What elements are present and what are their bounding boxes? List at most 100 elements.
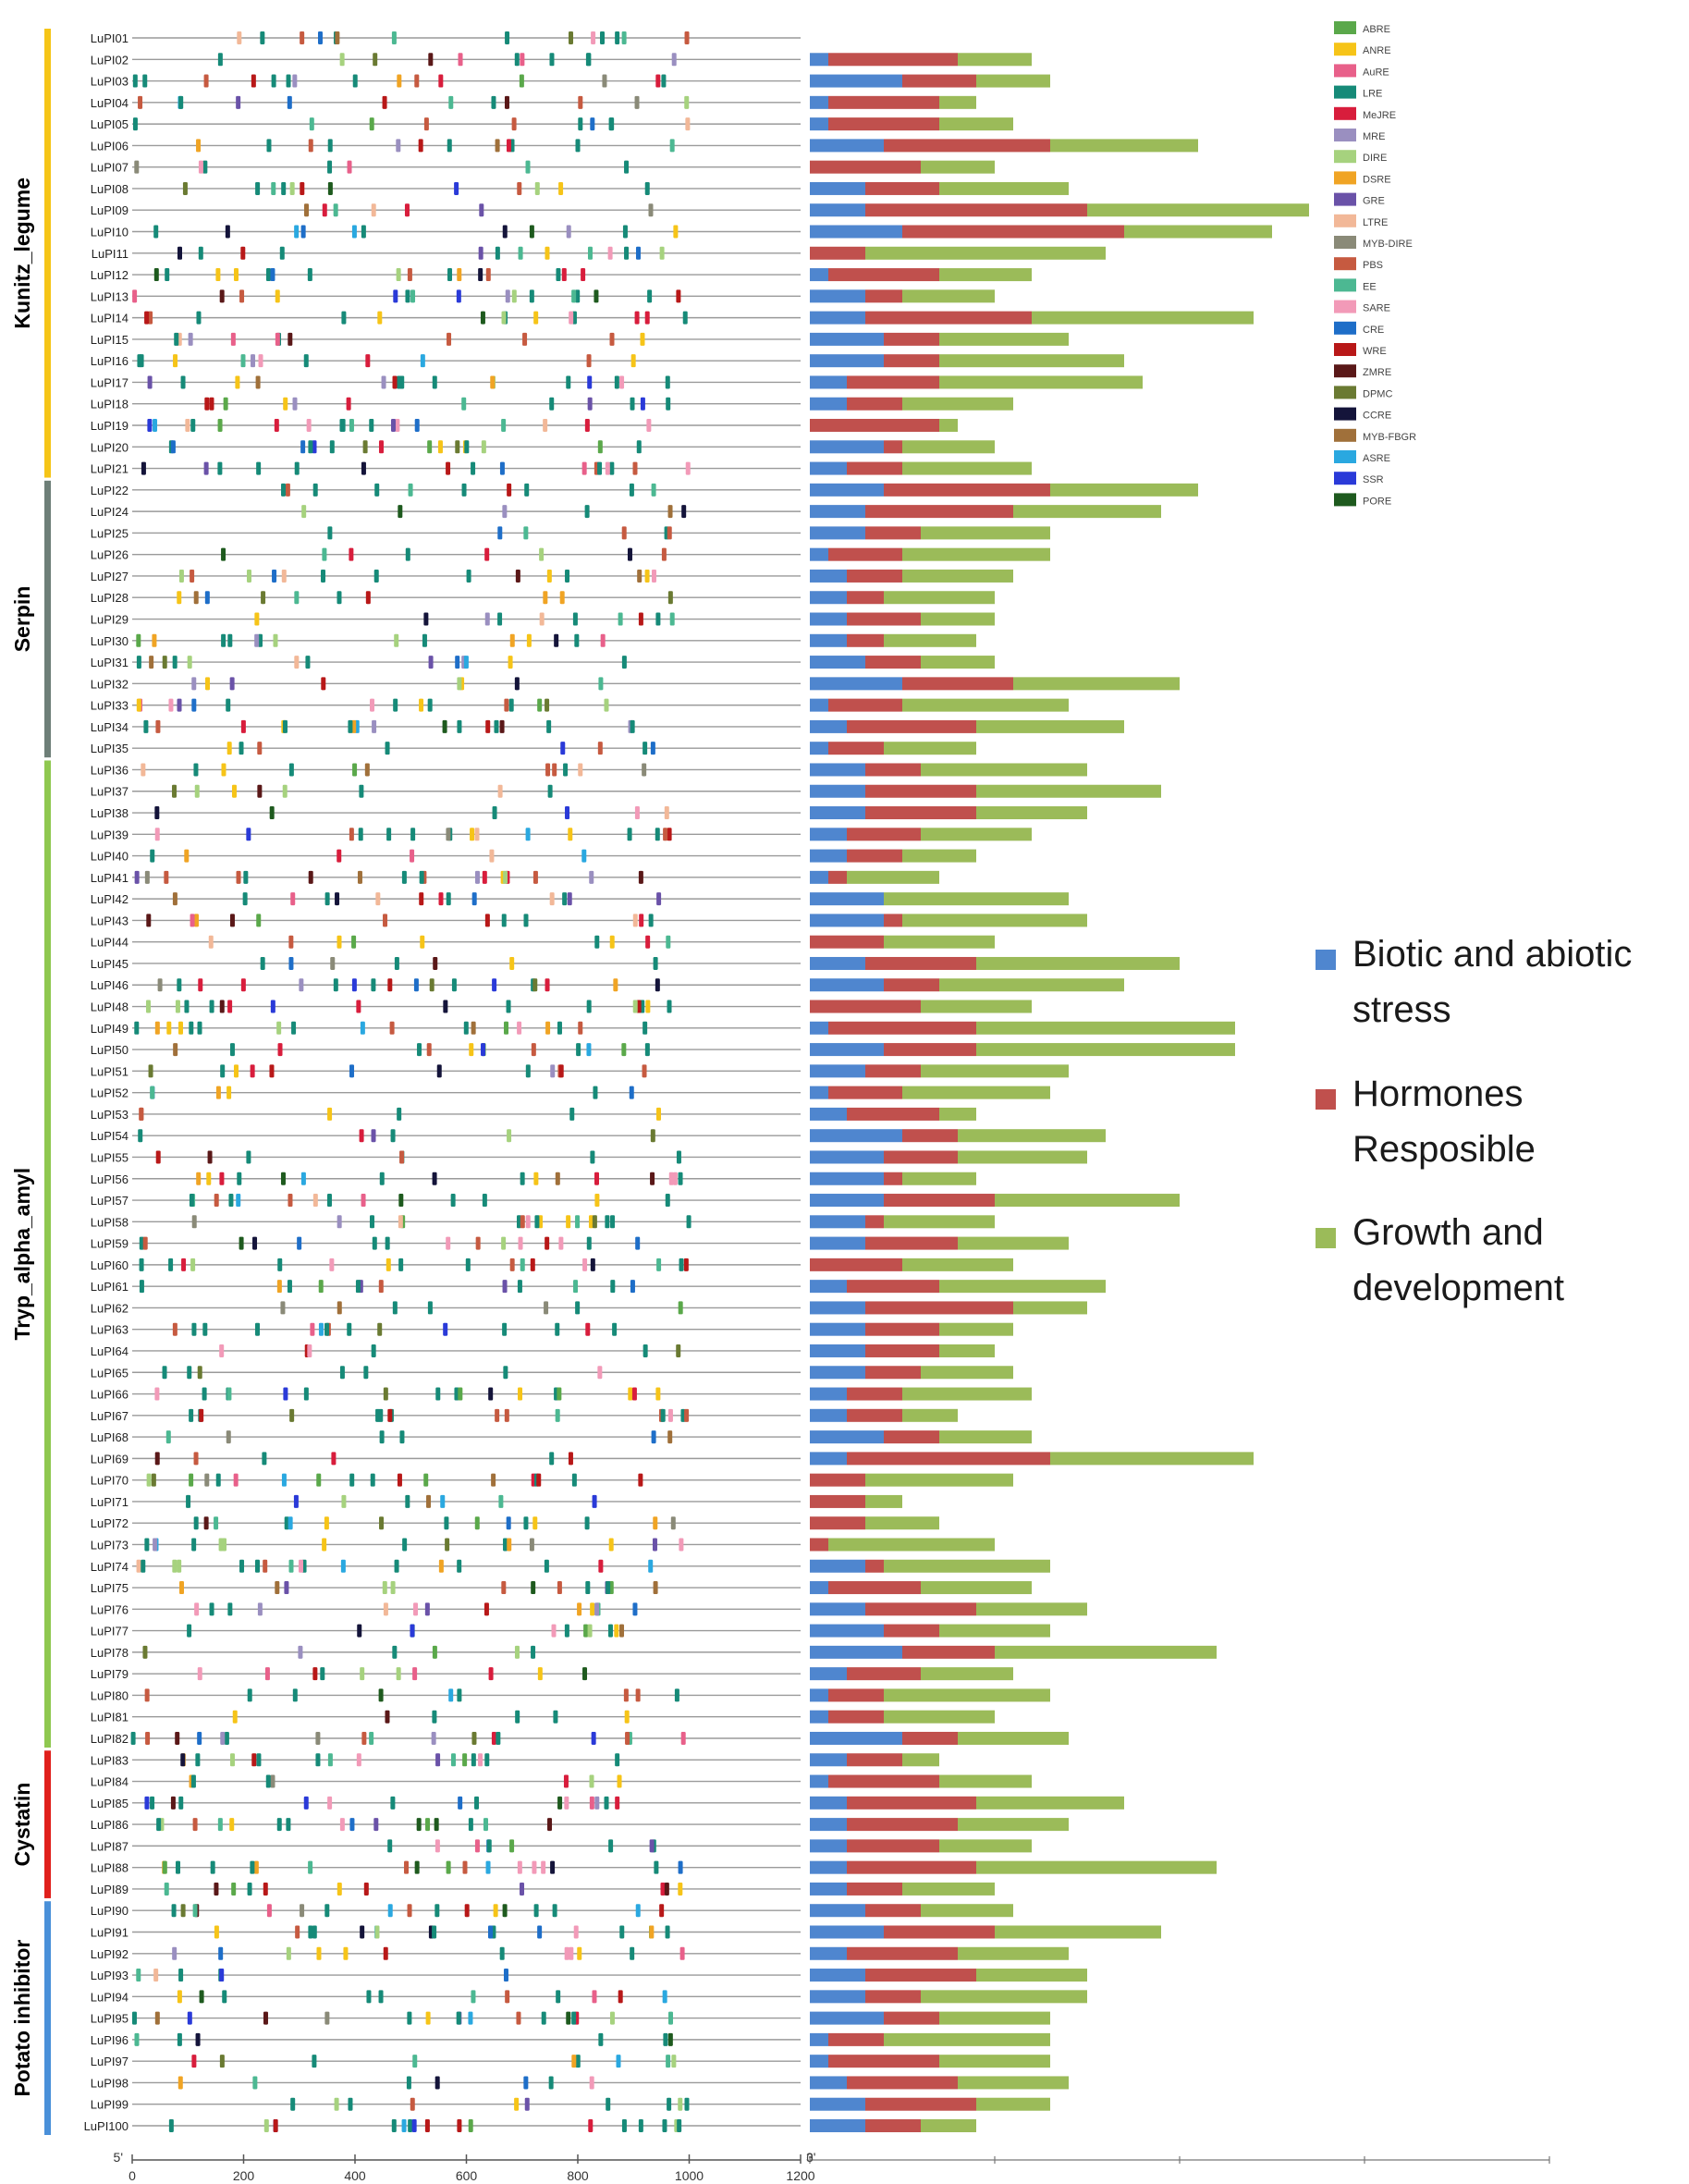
cis-element-mark xyxy=(197,1731,202,1745)
cis-element-mark xyxy=(646,419,652,433)
cis-element-mark xyxy=(495,139,500,153)
cis-element-mark xyxy=(361,225,366,239)
cis-element-mark xyxy=(361,1194,366,1208)
cis-element-mark xyxy=(412,1667,418,1681)
cis-element-mark xyxy=(474,1796,480,1810)
cis-element-mark xyxy=(229,914,235,927)
cis-element-mark xyxy=(359,1129,364,1143)
family-bar xyxy=(44,760,51,1748)
cis-element-mark xyxy=(179,1581,185,1595)
cis-element-mark xyxy=(533,1904,539,1918)
cis-element-mark xyxy=(145,1000,151,1013)
cis-element-mark xyxy=(514,1645,520,1659)
cis-element-mark xyxy=(563,1774,569,1788)
cis-element-mark xyxy=(150,849,155,863)
cis-element-mark xyxy=(429,978,434,992)
cis-element-mark xyxy=(650,742,655,755)
cis-element-mark xyxy=(131,2011,137,2025)
bar-segment xyxy=(810,1796,847,1810)
cis-element-mark xyxy=(501,311,507,325)
cis-element-mark xyxy=(448,1688,454,1702)
cis-element-mark xyxy=(288,1559,294,1573)
cis-element-mark xyxy=(565,569,570,583)
cis-element-mark xyxy=(684,31,690,44)
cis-element-mark xyxy=(136,1969,141,1982)
cis-element-mark xyxy=(177,1021,183,1035)
cis-element-mark xyxy=(594,935,600,949)
bar-segment xyxy=(810,139,884,153)
cis-element-mark xyxy=(392,1645,398,1659)
bar-segment xyxy=(810,935,884,949)
cis-element-mark xyxy=(446,461,451,475)
cis-element-mark xyxy=(172,892,177,906)
bar-segment xyxy=(921,656,995,669)
cis-element-mark xyxy=(304,203,310,217)
bar-segment xyxy=(865,203,1087,217)
bar-segment xyxy=(902,849,976,863)
cis-element-mark xyxy=(548,2076,554,2090)
cis-element-mark xyxy=(239,742,244,755)
cis-element-mark xyxy=(357,1624,362,1638)
cis-element-mark xyxy=(522,332,528,346)
cis-element-mark xyxy=(327,181,333,195)
cis-element-mark xyxy=(351,225,357,239)
gene-label: LuPI02 xyxy=(91,53,129,67)
cis-element-mark xyxy=(471,1990,476,2004)
bar-segment xyxy=(847,1667,921,1681)
cis-element-mark xyxy=(219,1000,225,1013)
bar-segment xyxy=(847,612,921,626)
cis-element-mark xyxy=(482,870,487,884)
cis-element-mark xyxy=(286,1818,291,1832)
cis-element-mark xyxy=(392,375,398,389)
bar-segment xyxy=(958,2076,1069,2090)
cis-element-mark xyxy=(221,763,226,777)
gene-label: LuPI42 xyxy=(91,892,129,906)
gene-label: LuPI12 xyxy=(91,268,129,282)
bar-segment xyxy=(884,1215,995,1229)
cis-element-mark xyxy=(371,1344,376,1357)
cis-element-mark xyxy=(532,870,538,884)
cis-element-mark xyxy=(426,1043,432,1057)
bar-segment xyxy=(865,1969,976,1982)
cis-element-mark xyxy=(337,1301,342,1315)
bar-segment xyxy=(865,526,921,540)
cis-element-mark xyxy=(629,483,634,497)
cis-element-mark xyxy=(184,849,190,863)
cis-element-mark xyxy=(184,1000,190,1013)
bar-segment xyxy=(847,1280,939,1294)
cis-element-mark xyxy=(189,1473,194,1487)
legend-label: LTRE xyxy=(1363,217,1388,228)
cis-element-mark xyxy=(647,289,653,303)
cis-element-mark xyxy=(315,1753,321,1767)
cis-element-mark xyxy=(138,95,143,109)
gene-label: LuPI90 xyxy=(91,1904,129,1918)
cis-element-mark xyxy=(503,1538,508,1552)
gene-label: LuPI50 xyxy=(91,1043,129,1057)
cis-element-mark xyxy=(369,1215,374,1229)
gene-label: LuPI81 xyxy=(91,1711,129,1724)
bar-segment xyxy=(810,978,884,992)
bar-segment xyxy=(810,763,865,777)
cis-element-mark xyxy=(669,612,675,626)
cis-element-mark xyxy=(546,719,552,733)
cis-element-mark xyxy=(394,633,399,647)
cis-element-mark xyxy=(333,978,338,992)
cis-element-mark xyxy=(240,719,246,733)
bar-segment xyxy=(810,656,865,669)
cis-element-mark xyxy=(214,1882,219,1896)
cis-element-mark xyxy=(653,1581,658,1595)
gene-label: LuPI55 xyxy=(91,1150,129,1164)
cis-element-mark xyxy=(142,74,148,88)
cis-element-mark xyxy=(247,1882,252,1896)
cis-element-mark xyxy=(438,1559,444,1573)
gene-label: LuPI09 xyxy=(91,203,129,217)
cis-element-mark xyxy=(558,1064,564,1078)
cis-element-mark xyxy=(188,332,193,346)
bar-segment xyxy=(810,870,828,884)
cis-element-mark xyxy=(365,354,371,368)
cis-element-mark xyxy=(411,2119,417,2132)
cis-element-mark xyxy=(189,1408,194,1422)
cis-element-mark xyxy=(375,892,381,906)
gene-label: LuPI10 xyxy=(91,226,129,239)
cis-element-mark xyxy=(638,2119,643,2132)
